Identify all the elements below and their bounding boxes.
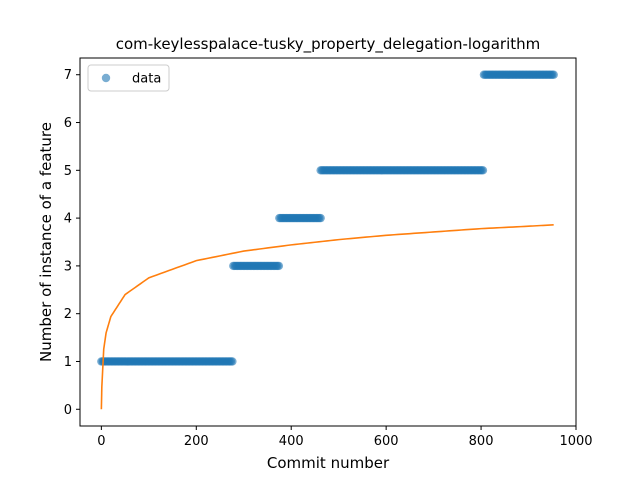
legend-label: data — [132, 72, 161, 87]
x-tick-label: 600 — [374, 434, 399, 449]
y-tick-label: 4 — [64, 212, 72, 227]
fit-line — [100, 223, 554, 410]
x-tick-label: 0 — [97, 434, 105, 449]
y-tick-label: 0 — [64, 403, 72, 418]
y-tick-label: 5 — [64, 164, 72, 179]
y-tick-label: 7 — [64, 68, 72, 83]
y-tick-label: 3 — [64, 259, 72, 274]
x-axis-label: Commit number — [267, 454, 390, 472]
chart-title: com-keylesspalace-tusky_property_delegat… — [116, 35, 541, 54]
y-tick-label: 2 — [64, 307, 72, 322]
legend-box — [87, 64, 170, 92]
x-tick-label: 200 — [184, 434, 209, 449]
y-tick-label: 6 — [64, 116, 72, 131]
y-tick-label: 1 — [64, 355, 72, 370]
data-point — [316, 213, 325, 223]
data-point — [274, 261, 284, 271]
x-tick-label: 400 — [279, 434, 304, 449]
axes-frame — [79, 57, 577, 427]
x-tick-label: 1000 — [559, 434, 592, 449]
x-tick-label: 800 — [469, 434, 494, 449]
plot-area: 0 200 400 600 800 1000 0 1 2 3 4 5 6 7 data — [64, 57, 593, 449]
data-point — [549, 70, 558, 79]
y-axis-label: Number of instance of a feature — [37, 122, 55, 362]
legend-marker — [101, 73, 111, 83]
data-point — [478, 166, 488, 175]
data-point — [228, 357, 237, 366]
